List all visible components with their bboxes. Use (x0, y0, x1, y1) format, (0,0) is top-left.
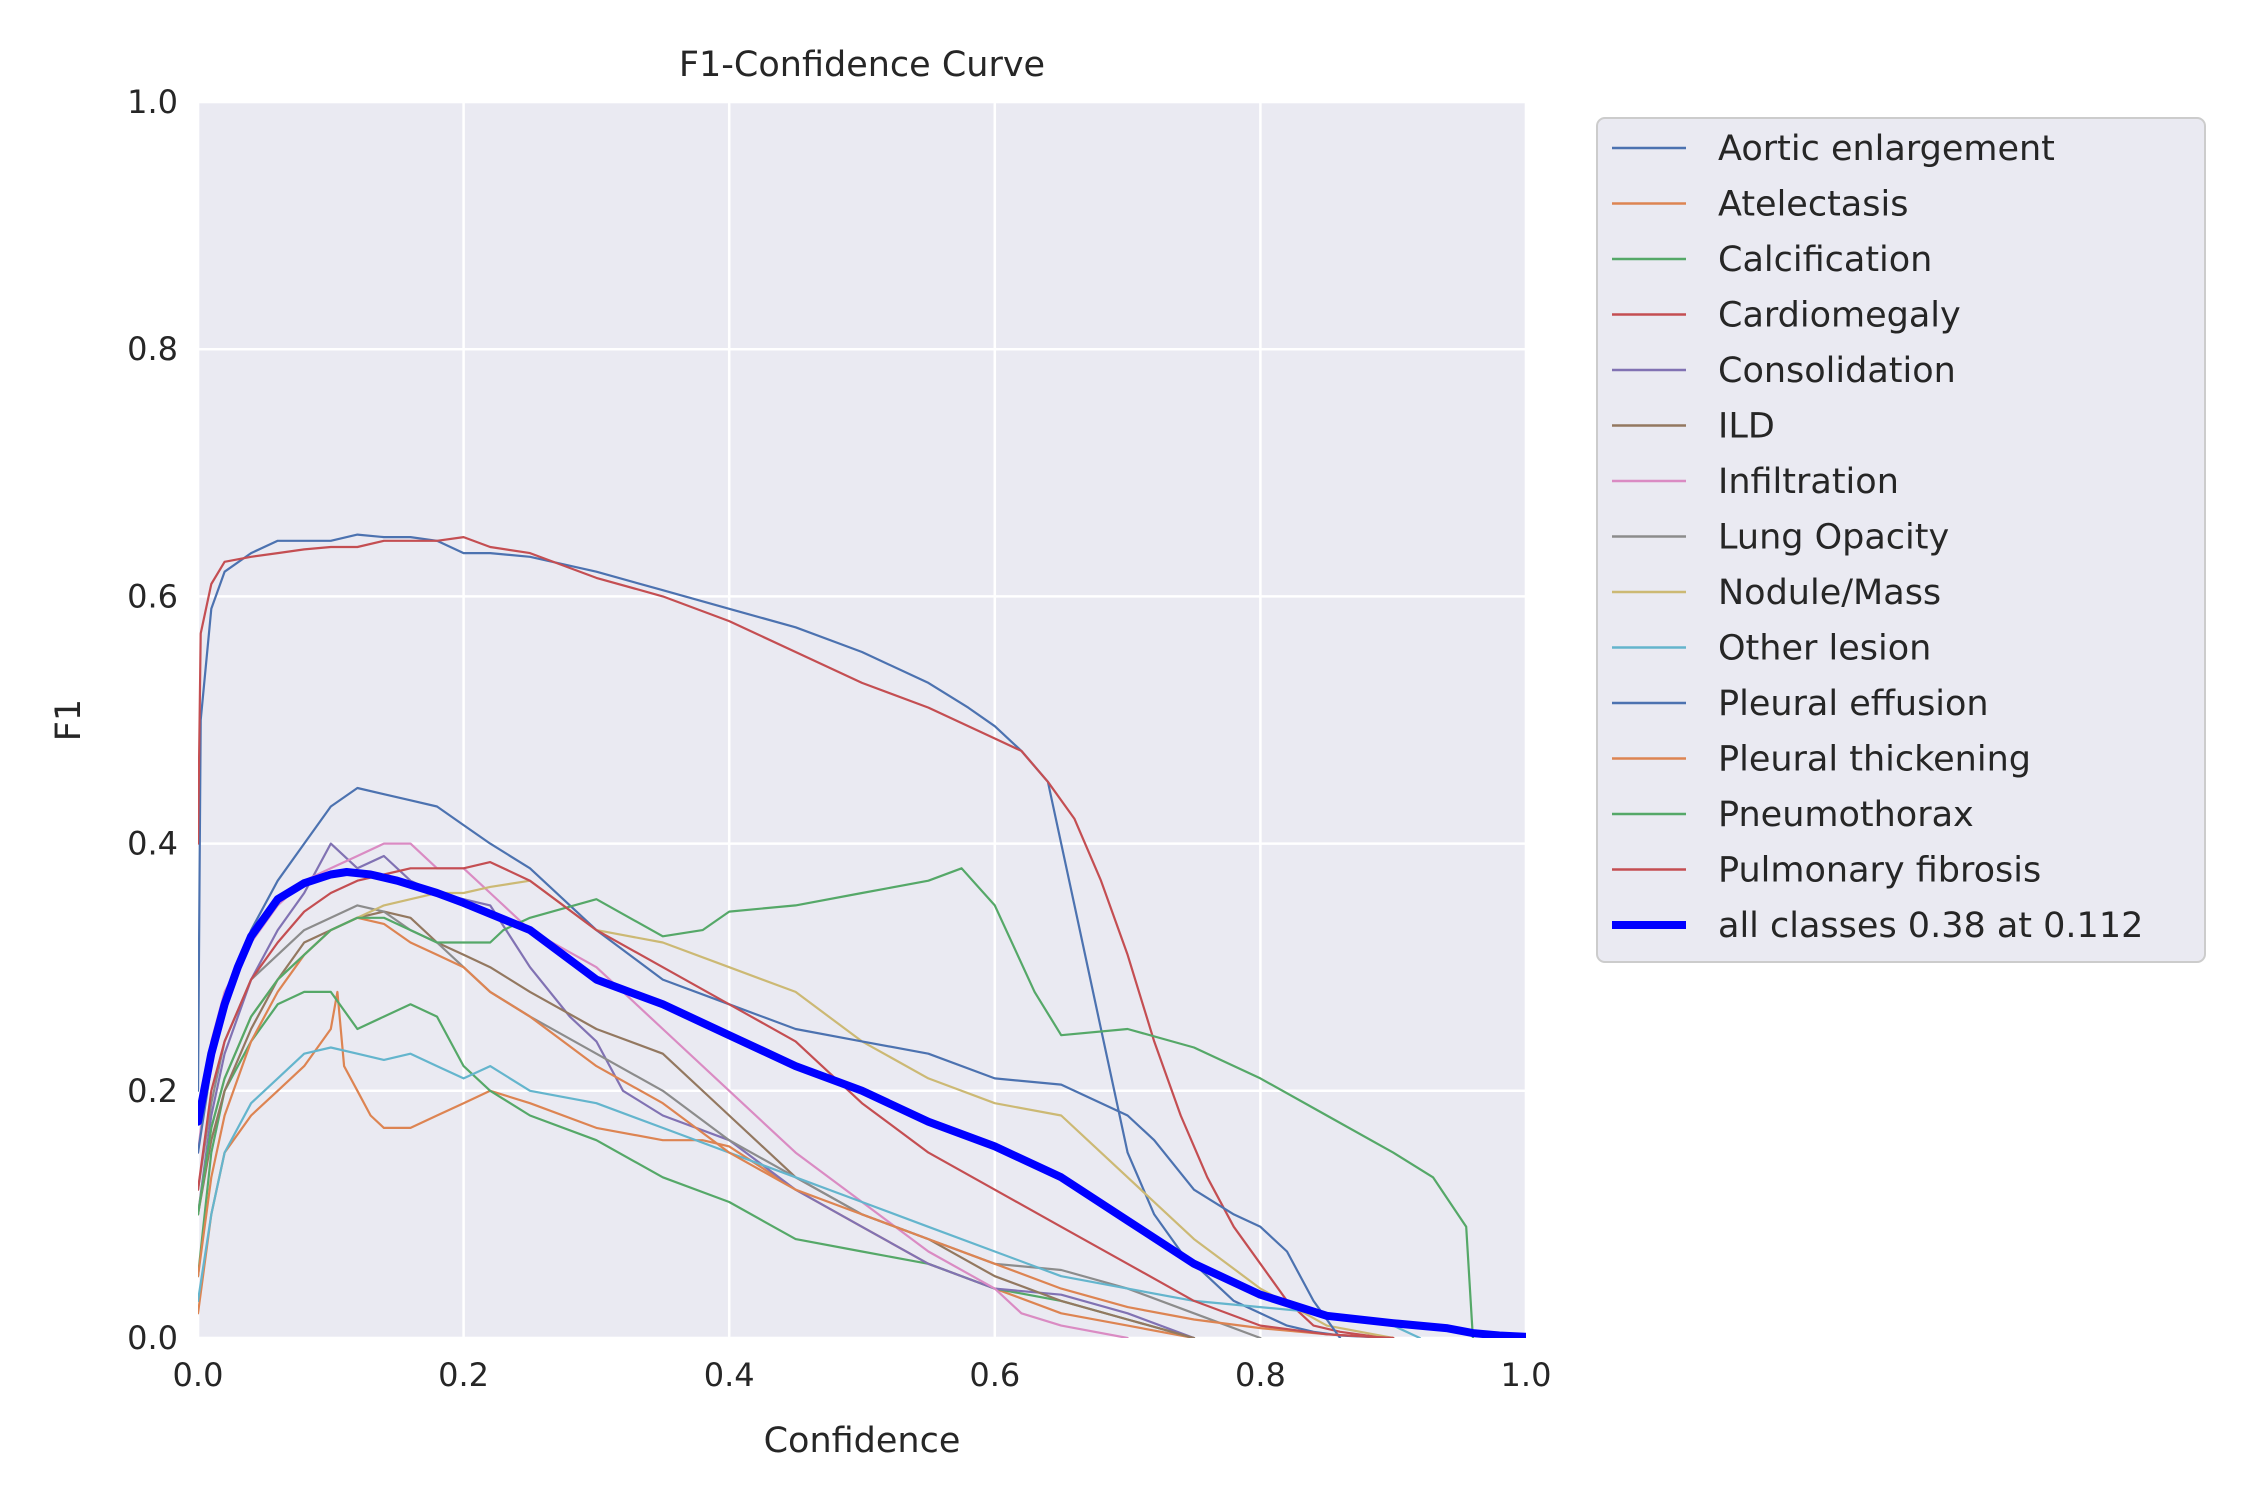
x-tick-label: 0.8 (1235, 1356, 1286, 1394)
series-lines (198, 533, 1526, 1338)
legend-label: Aortic enlargement (1718, 129, 2055, 169)
y-axis-ticks: 0.0 0.2 0.4 0.6 0.8 1.0 (127, 83, 178, 1357)
legend-label: Pleural thickening (1718, 740, 2031, 780)
x-tick-label: 0.6 (969, 1356, 1020, 1394)
x-tick-label: 1.0 (1501, 1356, 1552, 1394)
series-line-all-classes-0-38-at-0-112 (198, 868, 1526, 1338)
series-line-pneumothorax (198, 867, 1475, 1338)
y-axis-label: F1 (49, 699, 89, 741)
y-tick-label: 0.8 (127, 330, 178, 368)
series-line-pleural-effusion (198, 786, 1342, 1338)
y-tick-label: 0.4 (127, 825, 178, 863)
series-line-cardiomegaly (198, 535, 1395, 1338)
grid-lines (196, 100, 1528, 1340)
series-line-other-lesion (198, 1046, 1421, 1338)
legend-label: Atelectasis (1718, 185, 1908, 225)
legend-label: Pulmonary fibrosis (1718, 851, 2041, 891)
y-tick-label: 0.6 (127, 577, 178, 615)
x-axis-label: Confidence (764, 1421, 961, 1461)
series-line-consolidation (198, 842, 1196, 1338)
series-line-pulmonary-fibrosis (198, 860, 1395, 1338)
legend-label: all classes 0.38 at 0.112 (1718, 906, 2143, 946)
legend-label: Lung Opacity (1718, 518, 1949, 558)
legend-label: Cardiomegaly (1718, 296, 1961, 336)
series-layer (198, 533, 1526, 1338)
x-tick-label: 0.2 (438, 1356, 489, 1394)
y-tick-label: 1.0 (127, 83, 178, 121)
plot-area (198, 102, 1526, 1338)
y-tick-label: 0.0 (127, 1319, 178, 1357)
series-line-ild (198, 910, 1196, 1338)
x-tick-label: 0.4 (704, 1356, 755, 1394)
x-tick-label: 0.0 (173, 1356, 224, 1394)
y-tick-label: 0.2 (127, 1072, 178, 1110)
legend-box (1596, 117, 2206, 963)
legend-label: Pneumothorax (1718, 795, 1974, 835)
x-axis-ticks: 0.0 0.2 0.4 0.6 0.8 1.0 (173, 1356, 1552, 1394)
series-line-aortic-enlargement (198, 533, 1395, 1338)
chart-title: F1-Confidence Curve (679, 45, 1045, 85)
legend-label: Pleural effusion (1718, 684, 1989, 724)
legend-label: ILD (1718, 407, 1775, 447)
legend-label: Nodule/Mass (1718, 573, 1941, 613)
legend-label: Other lesion (1718, 629, 1931, 669)
legend-label: Infiltration (1718, 462, 1899, 502)
legend-label: Consolidation (1718, 351, 1956, 391)
series-line-pleural-thickening (198, 916, 1395, 1338)
legend: Aortic enlargement Atelectasis Calcificati… (1596, 117, 2206, 963)
legend-label: Calcification (1718, 240, 1932, 280)
